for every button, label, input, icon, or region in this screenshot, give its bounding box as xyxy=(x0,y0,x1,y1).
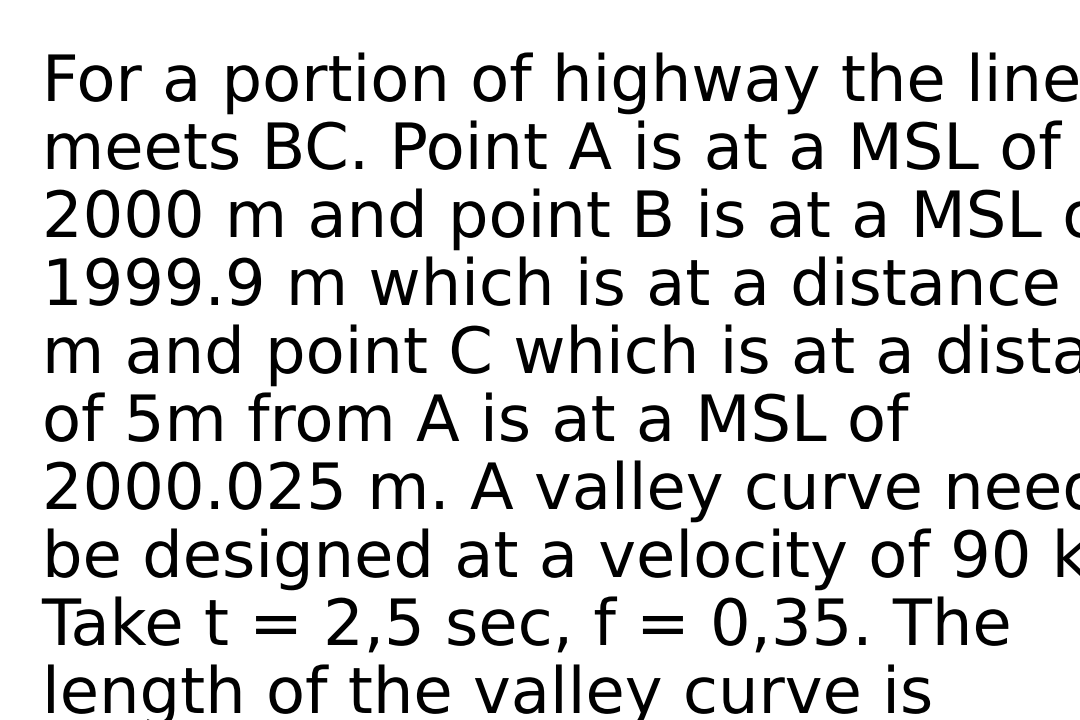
Text: 1999.9 m which is at a distance of 2,5: 1999.9 m which is at a distance of 2,5 xyxy=(42,256,1080,318)
Text: 2000.025 m. A valley curve needs to: 2000.025 m. A valley curve needs to xyxy=(42,460,1080,522)
Text: m and point C which is at a distance: m and point C which is at a distance xyxy=(42,324,1080,386)
Text: 2000 m and point B is at a MSL of: 2000 m and point B is at a MSL of xyxy=(42,188,1080,250)
Text: of 5m from A is at a MSL of: of 5m from A is at a MSL of xyxy=(42,392,907,454)
Text: For a portion of highway the line AB: For a portion of highway the line AB xyxy=(42,52,1080,114)
Text: length of the valley curve is _____ m: length of the valley curve is _____ m xyxy=(42,664,1080,720)
Text: Take t = 2,5 sec, f = 0,35. The: Take t = 2,5 sec, f = 0,35. The xyxy=(42,596,1011,658)
Text: be designed at a velocity of 90 kmph.: be designed at a velocity of 90 kmph. xyxy=(42,528,1080,590)
Text: meets BC. Point A is at a MSL of: meets BC. Point A is at a MSL of xyxy=(42,120,1059,182)
